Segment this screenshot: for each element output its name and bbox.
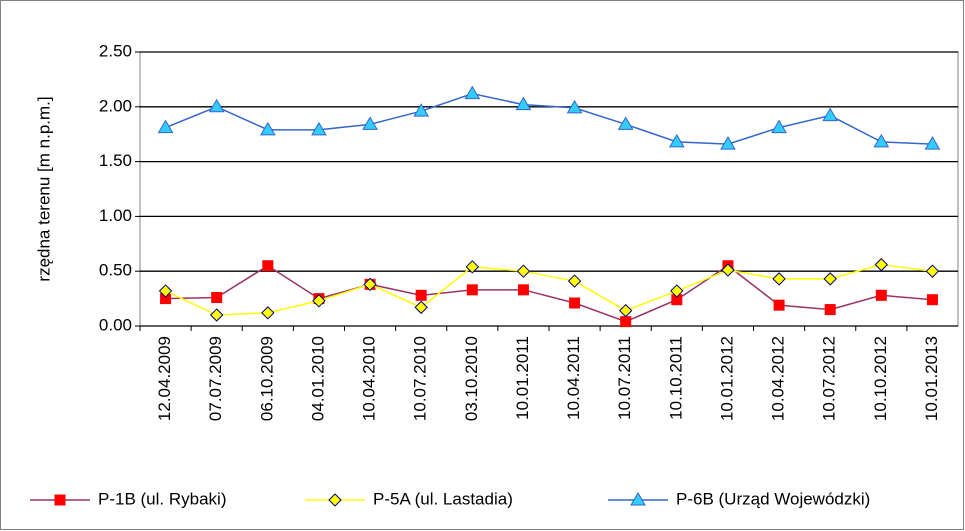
- legend-marker: [630, 492, 646, 506]
- legend-label: P-5A (ul. Lastadia): [373, 489, 513, 508]
- data-point: [261, 306, 275, 320]
- data-point: [721, 263, 735, 277]
- data-point: [363, 277, 377, 292]
- y-tick-label: 1.00: [99, 206, 132, 225]
- data-point: [464, 85, 481, 100]
- x-tick-label: 10.04.2011: [564, 336, 583, 420]
- y-tick-label: 0.50: [99, 261, 132, 280]
- data-point: [262, 260, 274, 272]
- y-tick-label: 1.50: [99, 151, 132, 170]
- y-tick-label: 2.00: [99, 96, 132, 115]
- data-point: [311, 121, 327, 136]
- data-point: [209, 308, 224, 322]
- data-point: [517, 284, 529, 296]
- data-point: [515, 96, 532, 111]
- x-tick-label: 10.01.2013: [922, 336, 941, 421]
- data-point: [874, 257, 889, 272]
- data-point: [823, 272, 837, 286]
- data-point: [157, 119, 174, 134]
- x-tick-label: 07.07.2009: [206, 336, 225, 421]
- data-point: [516, 264, 531, 278]
- legend-label: P-6B (Urząd Wojewódzki): [676, 489, 870, 508]
- series-line: [165, 263, 933, 316]
- data-point: [925, 264, 940, 278]
- data-point: [668, 133, 685, 148]
- data-point: [771, 119, 787, 134]
- x-tick-label: 12.04.2009: [155, 336, 174, 421]
- data-point: [824, 304, 836, 316]
- x-tick-label: 10.01.2012: [717, 336, 736, 421]
- x-tick-label: 10.04.2010: [360, 336, 379, 421]
- data-point: [259, 121, 276, 136]
- data-point: [873, 133, 890, 148]
- y-tick-label: 0.00: [99, 315, 132, 334]
- x-tick-label: 10.07.2011: [615, 336, 634, 420]
- x-tick-label: 10.01.2011: [513, 336, 532, 420]
- data-point: [312, 294, 326, 308]
- x-tick-label: 10.10.2011: [666, 336, 685, 420]
- x-tick-label: 04.01.2010: [308, 336, 327, 421]
- x-tick-label: 10.10.2012: [871, 336, 890, 421]
- y-tick-label: 2.50: [99, 41, 132, 60]
- x-tick-label: 10.07.2012: [820, 336, 839, 421]
- x-tick-label: 10.04.2012: [769, 336, 788, 421]
- data-point: [720, 136, 736, 150]
- data-point: [620, 316, 632, 328]
- data-point: [362, 116, 378, 130]
- data-point: [566, 99, 583, 114]
- series-line: [165, 264, 933, 323]
- legend-marker: [54, 494, 66, 506]
- data-point: [211, 292, 223, 304]
- data-point: [618, 303, 633, 318]
- data-point: [208, 98, 225, 113]
- data-point: [772, 272, 786, 286]
- x-tick-label: 06.10.2009: [257, 336, 276, 421]
- y-axis-label: rzędna terenu [m n.p.m.]: [34, 96, 53, 281]
- data-point: [822, 107, 839, 122]
- legend-label: P-1B (ul. Rybaki): [98, 489, 226, 508]
- data-point: [924, 136, 941, 150]
- data-point: [670, 284, 684, 298]
- data-point: [466, 284, 478, 296]
- data-point: [773, 299, 785, 311]
- legend-marker: [328, 493, 342, 507]
- data-point: [158, 284, 173, 298]
- x-tick-label: 03.10.2010: [462, 336, 481, 421]
- data-point: [413, 103, 430, 117]
- data-point: [415, 289, 427, 301]
- data-point: [414, 300, 428, 315]
- x-tick-label: 10.07.2010: [411, 336, 430, 421]
- data-point: [617, 116, 634, 130]
- data-point: [926, 294, 938, 306]
- series-line: [165, 92, 933, 145]
- data-point: [465, 260, 480, 274]
- data-point: [569, 297, 581, 309]
- data-point: [875, 289, 887, 301]
- data-point: [567, 274, 582, 288]
